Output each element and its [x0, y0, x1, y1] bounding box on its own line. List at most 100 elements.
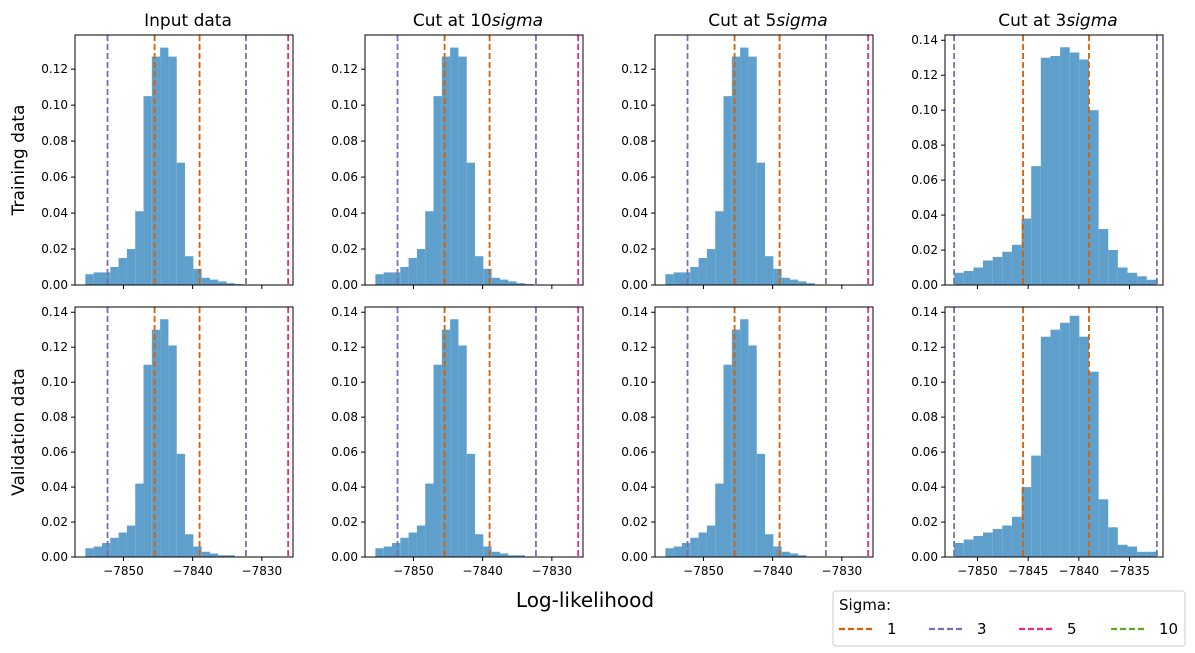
- y-tick-label: 0.00: [911, 550, 938, 564]
- axes-frame: [74, 306, 294, 558]
- y-tick-label: 0.02: [911, 243, 938, 257]
- histogram-bar: [400, 537, 409, 557]
- histogram-bar: [110, 537, 119, 557]
- histogram-bar: [1021, 487, 1032, 557]
- histogram-bar: [176, 162, 186, 285]
- y-tick-label: 0.00: [331, 278, 358, 292]
- histogram-bar: [226, 555, 235, 557]
- histogram-bar: [1069, 315, 1080, 557]
- y-tick-label: 0.08: [331, 134, 358, 148]
- histogram-bar: [1117, 544, 1128, 557]
- histogram-bar: [201, 277, 210, 285]
- y-tick-label: 0.04: [621, 480, 648, 494]
- y-tick-label: 0.04: [41, 206, 68, 220]
- histogram-bar: [1088, 110, 1099, 285]
- legend-entry-sigma-3: 3: [929, 620, 987, 638]
- y-tick-label: 0.02: [41, 515, 68, 529]
- column-title-cut-10sigma: Cut at 10sigma: [413, 11, 543, 31]
- histogram-bar: [756, 162, 766, 285]
- histogram-bar: [731, 329, 741, 557]
- y-tick-label: 0.10: [911, 375, 938, 389]
- histogram-bar: [1117, 267, 1128, 285]
- y-tick-label: 0.08: [331, 410, 358, 424]
- histogram-bar: [740, 319, 749, 557]
- x-tick-label: −7845: [1008, 564, 1049, 578]
- y-tick-label: 0.12: [621, 340, 648, 354]
- x-tick-label: −7850: [103, 564, 144, 578]
- histogram-bar: [143, 364, 152, 557]
- y-tick-label: 0.10: [621, 375, 648, 389]
- panel-training-1: 0.00 0.02 0.04 0.06 0.08 0.10 0.12: [41, 34, 294, 292]
- histogram-bar: [1050, 55, 1061, 285]
- row-label-training: Training data: [9, 105, 29, 217]
- y-tick-label: 0.12: [41, 62, 68, 76]
- x-tick-label: −7830: [822, 564, 863, 578]
- histogram-bar: [466, 162, 476, 285]
- histogram-bar: [665, 274, 674, 285]
- legend: Sigma: 1 3 5 10: [832, 590, 1186, 647]
- histogram-bar: [781, 277, 790, 285]
- histogram-bar: [963, 539, 974, 557]
- histogram-bar: [723, 364, 732, 557]
- histogram-bar: [983, 532, 993, 557]
- histogram-bar: [176, 453, 186, 557]
- histogram-bar: [441, 329, 451, 557]
- y-tick-label: 0.10: [41, 98, 68, 112]
- y-tick-label: 0.00: [331, 550, 358, 564]
- histogram-bar: [135, 483, 144, 557]
- histogram-bar: [93, 272, 102, 285]
- histogram-bar: [1137, 276, 1147, 285]
- histogram-bar: [1002, 525, 1012, 557]
- histogram-bar: [110, 267, 119, 285]
- histogram-bar: [748, 345, 757, 557]
- histogram-bar: [1098, 229, 1109, 285]
- histogram-bar: [93, 546, 102, 557]
- histogram-bar: [765, 256, 774, 285]
- histogram-bar: [992, 529, 1003, 557]
- legend-entry-sigma-10: 10: [1111, 620, 1178, 638]
- histogram-bar: [499, 279, 509, 285]
- y-tick-label: 0.00: [41, 550, 68, 564]
- histogram-bar: [433, 364, 442, 557]
- histogram-bar: [1146, 551, 1157, 557]
- histogram-bar: [160, 319, 169, 557]
- histogram-bar: [218, 555, 227, 557]
- histogram-bar: [789, 279, 799, 285]
- histogram-bar: [798, 555, 807, 557]
- legend-label: 10: [1159, 620, 1178, 638]
- x-tick-label: −7840: [172, 564, 213, 578]
- histogram-bar: [681, 543, 691, 557]
- histogram-bar: [690, 267, 699, 285]
- y-tick-label: 0.06: [41, 170, 68, 184]
- histogram-bar: [383, 272, 392, 285]
- histogram-bar: [963, 271, 974, 285]
- histogram-bar: [375, 274, 384, 285]
- column-title-cut-3sigma: Cut at 3sigma: [998, 11, 1117, 31]
- y-tick-label: 0.00: [621, 550, 648, 564]
- histogram-bar: [425, 211, 434, 285]
- histogram-bar: [193, 268, 202, 285]
- y-tick-label: 0.04: [331, 480, 358, 494]
- y-tick-label: 0.14: [911, 33, 938, 47]
- histogram-bar: [1146, 279, 1157, 285]
- histogram-bar: [1031, 166, 1041, 285]
- histogram-bar: [483, 268, 492, 285]
- histogram-bar: [160, 47, 169, 285]
- histogram-bar: [400, 267, 409, 285]
- y-tick-label: 0.06: [331, 445, 358, 459]
- histogram-bar: [789, 553, 799, 557]
- panel-training-2: 0.00 0.02 0.04 0.06 0.08 0.10 0.12: [331, 34, 584, 292]
- panel-validation-4: 0.00 0.02 0.04 0.06 0.08 0.10 0.12 0.14 −7850 −78…: [911, 305, 1164, 578]
- histogram-bar: [151, 329, 161, 557]
- histogram-bar: [690, 537, 699, 557]
- histogram-bar: [118, 532, 127, 557]
- histogram-bar: [715, 211, 724, 285]
- histogram-bar: [1060, 322, 1070, 557]
- histogram-bar: [209, 279, 219, 285]
- histogram-bar: [101, 272, 111, 285]
- histogram-bar: [201, 551, 210, 557]
- column-title-cut-5sigma: Cut at 5sigma: [708, 11, 827, 31]
- histogram-bar: [458, 345, 467, 557]
- y-tick-label: 0.02: [621, 515, 648, 529]
- y-tick-label: 0.02: [621, 242, 648, 256]
